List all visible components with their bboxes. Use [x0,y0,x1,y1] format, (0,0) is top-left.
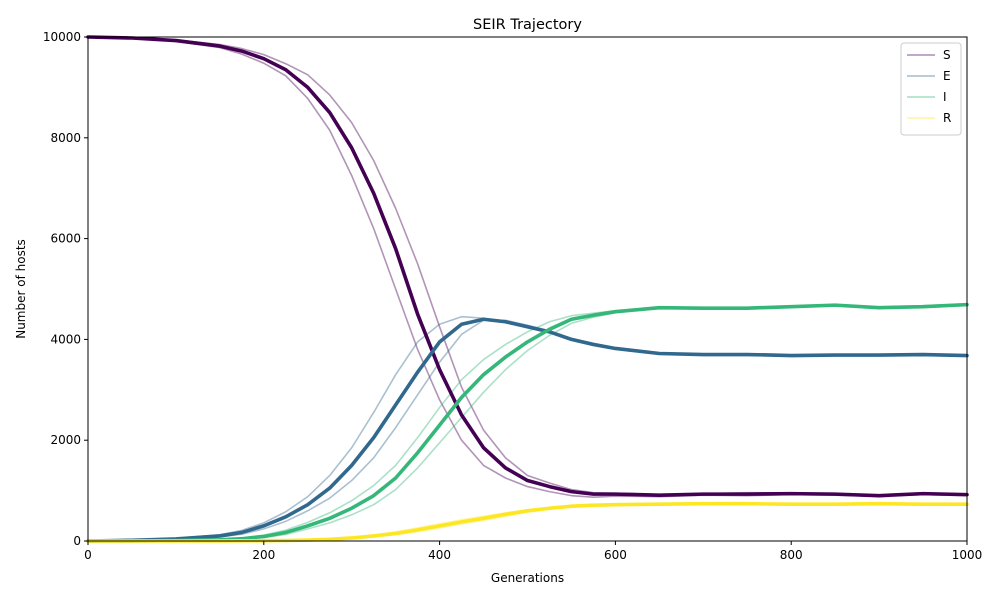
y-tick-label: 0 [73,534,81,548]
x-tick-label: 400 [428,548,451,562]
x-tick-label: 200 [252,548,275,562]
y-tick-label: 10000 [43,30,81,44]
y-tick-label: 4000 [50,332,81,346]
chart-title: SEIR Trajectory [473,17,582,33]
plot-area [88,37,967,541]
y-axis-label: Number of hosts [14,239,28,339]
x-tick-label: 600 [604,548,627,562]
legend: SEIR [900,42,962,136]
legend-label-S: S [943,48,951,62]
legend-box [900,42,962,136]
x-axis-ticks: 0 200 400 600 800 1000 [84,541,982,562]
series-I-mean-line [86,302,969,543]
x-tick-label: 800 [780,548,803,562]
legend-label-R: R [943,111,951,125]
legend-label-E: E [943,69,951,83]
y-axis-ticks: 0 2000 4000 6000 8000 10000 [43,30,88,548]
x-tick-label: 1000 [952,548,983,562]
plot-frame [87,36,968,542]
series-E-mean-line [86,317,969,543]
series-S-mean-line [86,35,969,498]
x-axis-label: Generations [491,571,564,585]
legend-label-I: I [943,90,947,104]
y-tick-label: 2000 [50,433,81,447]
y-tick-label: 6000 [50,232,81,246]
x-tick-label: 0 [84,548,92,562]
y-tick-label: 8000 [50,131,81,145]
